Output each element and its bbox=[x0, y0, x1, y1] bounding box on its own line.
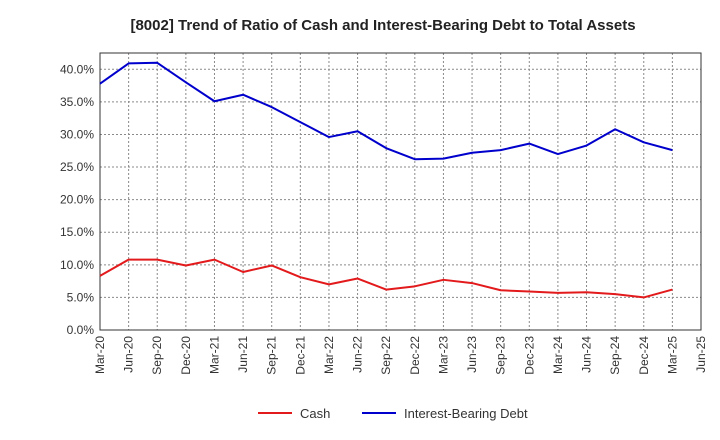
y-tick-label: 40.0% bbox=[60, 62, 94, 76]
y-axis: 0.0% 5.0% 10.0% 15.0% 20.0% 25.0% 30.0% 35.0% 40… bbox=[60, 62, 94, 337]
y-tick-label: 25.0% bbox=[60, 160, 94, 174]
x-tick-label: Sep-21 bbox=[265, 336, 279, 375]
x-tick-label: Sep-20 bbox=[150, 336, 164, 375]
x-tick-label: Mar-22 bbox=[322, 336, 336, 374]
y-tick-label: 10.0% bbox=[60, 258, 94, 272]
x-tick-label: Mar-25 bbox=[665, 336, 679, 374]
legend: Cash Interest-Bearing Debt bbox=[258, 406, 528, 421]
x-tick-label: Mar-24 bbox=[551, 336, 565, 374]
x-tick-label: Sep-24 bbox=[608, 336, 622, 375]
y-tick-label: 15.0% bbox=[60, 225, 94, 239]
x-tick-label: Jun-25 bbox=[694, 336, 708, 373]
x-tick-label: Jun-21 bbox=[236, 336, 250, 373]
x-tick-label: Jun-24 bbox=[580, 336, 594, 373]
y-tick-label: 35.0% bbox=[60, 95, 94, 109]
series-line-1 bbox=[99, 61, 673, 161]
x-tick-label: Mar-21 bbox=[207, 336, 221, 374]
legend-label: Interest-Bearing Debt bbox=[404, 406, 528, 421]
y-tick-label: 5.0% bbox=[67, 290, 95, 304]
series-layer bbox=[99, 61, 673, 299]
x-tick-label: Jun-20 bbox=[122, 336, 136, 373]
x-tick-label: Dec-21 bbox=[293, 336, 307, 375]
chart-title: [8002] Trend of Ratio of Cash and Intere… bbox=[130, 17, 635, 34]
y-tick-label: 0.0% bbox=[67, 323, 95, 337]
x-tick-label: Dec-22 bbox=[408, 336, 422, 375]
x-tick-label: Dec-24 bbox=[637, 336, 651, 375]
plot-area bbox=[99, 52, 702, 331]
x-tick-label: Jun-23 bbox=[465, 336, 479, 373]
y-tick-label: 20.0% bbox=[60, 193, 94, 207]
series-line-0 bbox=[99, 258, 673, 299]
x-tick-label: Jun-22 bbox=[351, 336, 365, 373]
y-tick-label: 30.0% bbox=[60, 127, 94, 141]
x-tick-label: Sep-23 bbox=[494, 336, 508, 375]
x-axis: Mar-20 Jun-20 Sep-20 Dec-20 Mar-21 Jun-21 Sep-… bbox=[93, 336, 708, 375]
grid-layer bbox=[100, 53, 701, 330]
x-tick-label: Dec-23 bbox=[522, 336, 536, 375]
x-tick-label: Dec-20 bbox=[179, 336, 193, 375]
x-tick-label: Mar-20 bbox=[93, 336, 107, 374]
legend-label: Cash bbox=[300, 406, 330, 421]
x-tick-label: Sep-22 bbox=[379, 336, 393, 375]
x-tick-label: Mar-23 bbox=[436, 336, 450, 374]
